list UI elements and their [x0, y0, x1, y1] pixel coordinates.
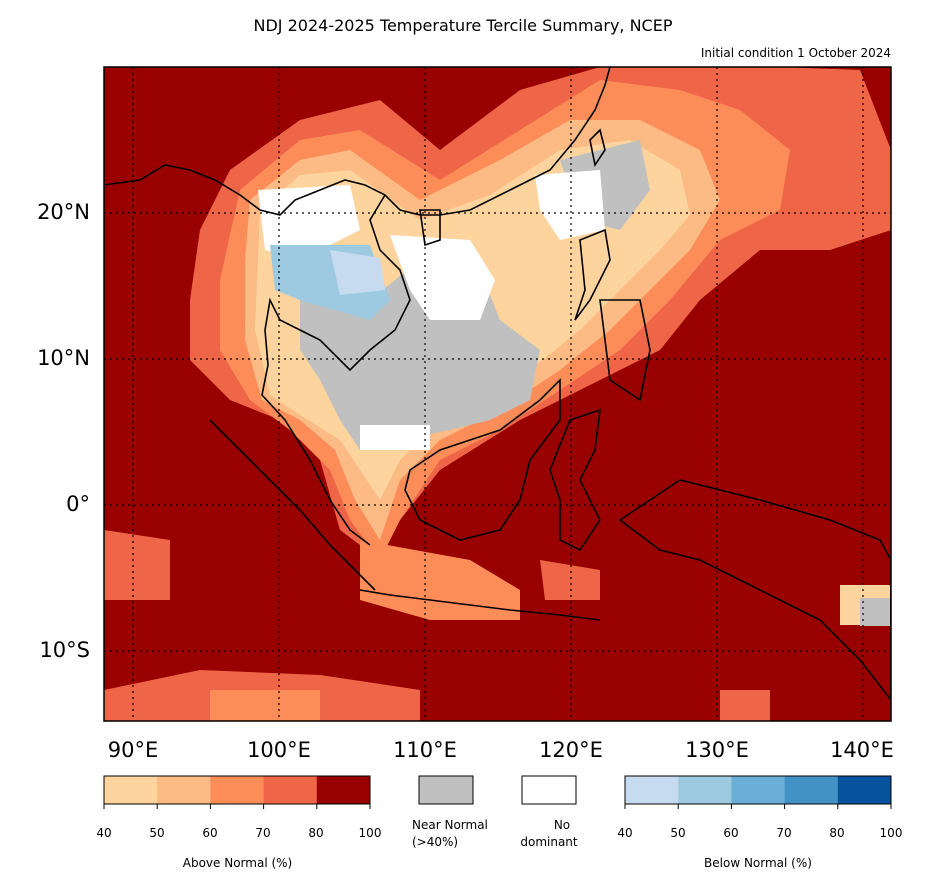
lat-label-20n: 20°N — [37, 200, 90, 224]
below-40-region — [330, 250, 385, 295]
above-tick: 40 — [96, 826, 112, 840]
above-70-region-sulawesi — [540, 560, 600, 600]
above-normal-swatch — [316, 776, 371, 804]
below-normal-swatch — [678, 776, 732, 804]
below-tick: 80 — [829, 826, 845, 840]
lat-label-10n: 10°N — [37, 346, 90, 370]
above-normal-label: Above Normal (%) — [182, 856, 293, 870]
no-dominant-label: No dominant — [512, 817, 612, 851]
near-normal-label: Near Normal (>40%) — [412, 817, 532, 851]
lon-label-110e: 110°E — [393, 738, 457, 762]
above-normal-swatch — [210, 776, 265, 804]
no-dominant-label-line1: No — [553, 818, 571, 832]
above-60-region-south — [210, 690, 320, 721]
coastlines — [104, 67, 891, 702]
no-dominant-region-north — [258, 185, 360, 260]
above-70-region-se — [720, 690, 770, 721]
gridlines — [104, 67, 891, 721]
below-normal-label: Below Normal (%) — [704, 856, 812, 870]
below-tick: 70 — [776, 826, 792, 840]
above-70-region-sw — [104, 530, 170, 600]
lon-label-130e: 130°E — [685, 738, 749, 762]
below-normal-frame — [624, 775, 892, 805]
above-tick: 100 — [358, 826, 382, 840]
below-tick: 50 — [670, 826, 686, 840]
below-tick: 100 — [879, 826, 903, 840]
above-normal-frame — [103, 775, 371, 805]
above-tick: 50 — [149, 826, 165, 840]
below-tick: 40 — [617, 826, 633, 840]
lon-label-140e: 140°E — [830, 738, 894, 762]
map-frame — [103, 66, 892, 722]
above-tick: 70 — [255, 826, 271, 840]
lon-label-100e: 100°E — [247, 738, 311, 762]
map-subtitle: Initial condition 1 October 2024 — [700, 46, 891, 60]
above-normal-colorbar — [103, 775, 371, 809]
near-normal-region-east — [860, 598, 890, 626]
lat-label-0: 0° — [66, 492, 90, 516]
no-dominant-region-east — [535, 170, 605, 240]
above-60-region-java — [360, 540, 520, 620]
no-dominant-label-line2: dominant — [520, 835, 578, 849]
below-normal-swatch — [784, 776, 839, 804]
lat-label-10s: 10°S — [39, 638, 90, 662]
below-tick: 60 — [723, 826, 739, 840]
no-dominant-region-center — [390, 235, 495, 320]
above-normal-swatch — [263, 776, 318, 804]
no-dominant-region-south — [360, 425, 430, 450]
lon-label-90e: 90°E — [107, 738, 159, 762]
above-tick: 60 — [202, 826, 218, 840]
above-tick: 80 — [308, 826, 324, 840]
below-normal-swatch — [625, 776, 679, 804]
tercile-field — [104, 67, 891, 721]
above-normal-swatch — [157, 776, 211, 804]
lon-label-120e: 120°E — [539, 738, 603, 762]
below-normal-swatch — [731, 776, 786, 804]
map-title: NDJ 2024-2025 Temperature Tercile Summar… — [253, 16, 673, 35]
below-normal-colorbar — [624, 775, 892, 809]
near-normal-label-line2: (>40%) — [412, 835, 459, 849]
near-normal-label-line1: Near Normal — [412, 818, 488, 832]
below-normal-swatch — [837, 776, 892, 804]
above-normal-swatch — [104, 776, 158, 804]
near-normal-swatch — [418, 775, 474, 805]
no-dominant-swatch — [521, 775, 577, 805]
